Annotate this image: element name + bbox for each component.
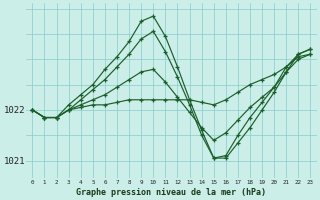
X-axis label: Graphe pression niveau de la mer (hPa): Graphe pression niveau de la mer (hPa)	[76, 188, 267, 197]
